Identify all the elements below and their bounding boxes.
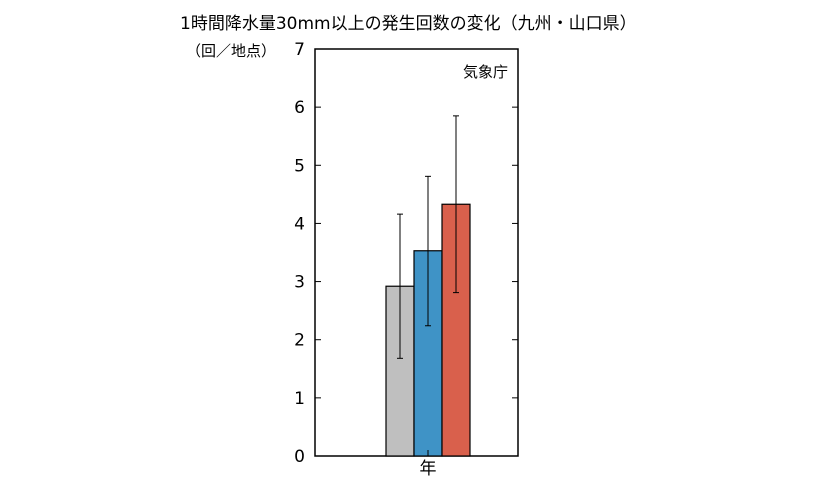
y-axis: 0 1 2 3 4 5 6 7	[294, 40, 518, 467]
y-tick-label: 3	[294, 273, 305, 293]
chart-title: 1時間降水量30mm以上の発生回数の変化（九州・山口県）	[180, 14, 637, 34]
y-tick-label: 2	[294, 331, 305, 351]
source-label: 気象庁	[463, 63, 508, 81]
y-tick-label: 6	[294, 98, 305, 118]
y-tick-label: 7	[294, 40, 305, 60]
y-tick-label: 4	[294, 214, 305, 234]
error-bars	[397, 115, 459, 359]
y-axis-unit-label: （回／地点）	[186, 42, 277, 60]
y-tick-label: 1	[294, 389, 305, 409]
y-tick-label: 5	[294, 156, 305, 176]
category-label: 年	[420, 459, 437, 479]
y-tick-label: 0	[294, 447, 305, 467]
